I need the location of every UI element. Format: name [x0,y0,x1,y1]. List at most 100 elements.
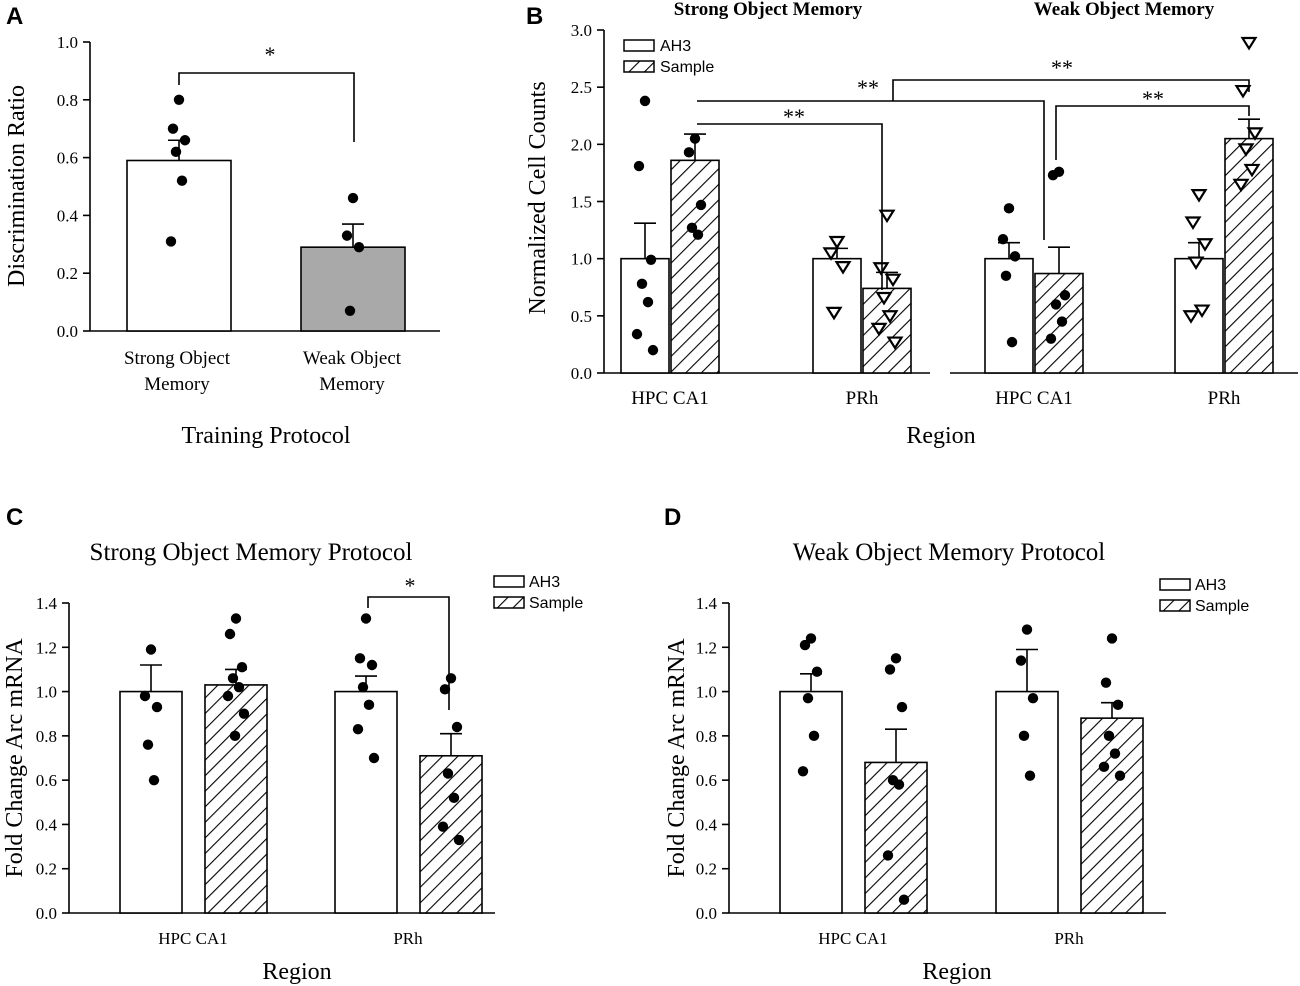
panel-a: A 0.0 0.2 0.4 0.6 0.8 1.0 Strong Object Memor… [4,3,440,449]
panel-c-y-axis: 0.0 0.2 0.4 0.6 0.8 1.0 1.2 1.4 [36,594,69,923]
panel-d-sample-1-point [1106,633,1118,644]
panel-c: C Strong Object Memory Protocol 0.00.20.… [2,504,583,985]
panel-a-ytick-label: 0.2 [57,264,78,283]
panel-c-ytick-label: 1.4 [36,594,58,613]
panel-b-sample-1-point [878,209,896,224]
panel-c-xtick-hpc: HPC CA1 [158,929,227,948]
panel-d-xlabel: Region [922,959,991,985]
panel-b-xtick-g1-hpc: HPC CA1 [631,388,709,409]
panel-a-y-axis: 0.0 0.2 0.4 0.6 0.8 1.0 [57,33,90,341]
panel-c-sig-star: * [405,573,416,598]
panel-d-sample-0-point [893,779,905,790]
panel-c-ah3-0-point [142,739,154,750]
panel-b-ytick-label: 2.5 [571,78,592,97]
panel-b-sample-3-point [1232,178,1250,193]
panel-d-ytick-label: 0.8 [696,727,717,746]
panel-c-ah3-0-bar [119,690,183,914]
panel-c-ah3-1-point [363,699,375,711]
panel-a-xtick-weak-line1: Weak Object [303,348,402,369]
panel-b-y-axis: 0.0 0.5 1.0 1.5 2.0 2.5 3.0 [571,21,604,383]
panel-c-sample-0-point [230,613,242,624]
panel-b-sig-bracket-4 [1055,105,1250,160]
panel-b-sample-0-point [695,199,707,211]
panel-c-legend-ah3: AH3 [529,574,560,591]
panel-b-sig-1: ** [783,104,805,129]
panel-b-ytick-label: 0.0 [571,364,592,383]
panel-d-sample-1-point [1103,730,1115,742]
panel-c-sample-1-point [439,684,451,695]
panel-d-legend-sample-swatch [1159,599,1191,612]
panel-c-ytick-label: 0.2 [36,860,57,879]
panel-a-weak-point [344,305,356,316]
panel-a-strong-point [170,146,182,158]
panel-c-sig-bracket [367,596,450,710]
panel-b-sample-3-point [1243,163,1261,178]
panel-b-sample-3-point [1234,84,1252,99]
panel-a-weak-point [347,192,359,204]
panel-c-ytick-label: 0.8 [36,727,57,746]
panel-b-sample-1-point [884,273,902,288]
panel-b-ytick-label: 3.0 [571,21,592,40]
panel-d-sample-1-point [1109,748,1121,759]
panel-a-sig-star: * [265,42,276,67]
panel-d-sample-1-point [1112,699,1124,711]
panel-b-bars [620,36,1274,374]
panel-b-group1-title: Strong Object Memory [674,0,863,20]
panel-d-ytick-label: 0.6 [696,771,717,790]
panel-b-sample-2-point [1047,170,1059,181]
panel-a-ytick-label: 1.0 [57,33,78,52]
panel-d-ah3-1-point [1027,693,1039,704]
panel-a-xlabel: Training Protocol [181,423,350,449]
panel-c-sample-0-bar [204,684,268,914]
panel-a-strong-point [173,94,185,106]
panel-d-bars [779,624,1144,914]
panel-a-xtick-weak-line2: Memory [319,374,385,395]
panel-d-ytick-label: 0.2 [696,860,717,879]
panel-c-sample-1-point [451,721,463,733]
panel-d-sample-0-point [896,701,908,713]
panel-c-sample-0-point [222,690,234,702]
panel-a-label: A [6,3,23,30]
panel-b-ah3-2-point [1006,336,1018,348]
panel-d-ah3-1-point [1018,730,1030,742]
panel-b-ah3-1-point [834,261,852,275]
panel-c-sample-0-point [227,673,239,684]
panel-c-label: C [6,504,23,531]
panel-b-ah3-3-point [1187,256,1205,271]
panel-d-ytick-label: 1.0 [696,683,717,702]
panel-c-ylabel: Fold Change Arc mRNA [2,638,28,878]
panel-b-sample-0-point [692,229,704,240]
panel-c-ah3-0-point [139,690,151,702]
panel-c-sample-0-point [236,662,248,673]
panel-b: B Strong Object Memory Weak Object Memor… [525,0,1298,449]
panel-d-label: D [664,504,681,531]
panel-d-ah3-1-point [1024,770,1036,781]
panel-c-ytick-label: 0.6 [36,771,57,790]
panel-b-sample-1-point [875,291,893,306]
panel-d-sample-0-point [890,653,902,664]
panel-b-sample-1-bar [862,287,912,374]
panel-b-ylabel: Normalized Cell Counts [525,81,551,314]
panel-a-ytick-label: 0.8 [57,91,78,110]
panel-d-sample-1-point [1114,770,1126,781]
panel-c-ah3-1-point [354,653,366,664]
panel-d-ah3-0-point [811,666,823,677]
panel-b-sample-1-point [881,310,899,324]
panel-d-xtick-prh: PRh [1054,929,1084,948]
panel-b-legend-ah3-swatch [623,39,655,52]
panel-d-ah3-0-bar [779,690,843,914]
panel-c-title: Strong Object Memory Protocol [90,539,413,566]
panel-b-sample-3-point [1240,36,1258,51]
panel-c-ah3-1-point [366,659,378,671]
panel-b-label: B [526,3,543,30]
panel-c-xtick-prh: PRh [393,929,423,948]
panel-b-ah3-1-point [828,235,846,250]
panel-d-sample-1-bar [1080,717,1144,914]
panel-b-sig-3: ** [1051,55,1073,80]
panel-b-group2-title: Weak Object Memory [1034,0,1215,20]
panel-d-legend-ah3: AH3 [1195,577,1226,594]
panel-b-ah3-0-bar [620,257,670,374]
panel-c-sample-0-point [233,681,245,693]
panel-c-sample-0-point [224,628,236,640]
